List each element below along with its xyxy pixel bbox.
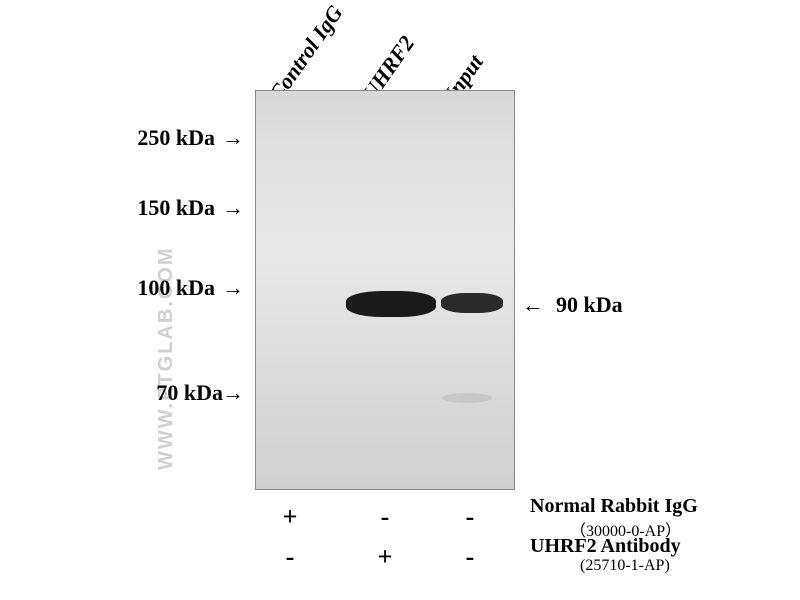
antibody-label-1-main: Normal Rabbit IgG [530,495,698,517]
treatment-r2-c1: - [275,542,305,572]
mw-label-70: 70 kDa [113,380,223,406]
mw-arrow-70: → [222,380,244,406]
antibody-sublabel-2: (25710-1-AP) [580,557,670,575]
antibody-label-2: UHRF2 Antibody [530,535,681,558]
treatment-r1-c2: - [370,502,400,532]
treatment-r2-c2: + [370,542,400,572]
treatment-r1-c2-text: - [381,502,390,531]
faint-spot [442,393,492,403]
figure-container: WWW.PTGLAB.COM Control IgG UHRF2 Input 2… [0,0,800,600]
band-input-lane [441,293,503,313]
mw-arrow-100: → [222,275,244,301]
mw-label-70-text: 70 kDa [156,380,223,405]
mw-label-100-text: 100 kDa [137,275,215,300]
treatment-r2-c1-text: - [286,542,295,571]
treatment-r2-c3: - [455,542,485,572]
treatment-r1-c1: + [275,502,305,532]
band-uhrf2-lane [346,291,436,317]
detected-band-arrow: ← [522,292,544,318]
mw-label-250-text: 250 kDa [137,125,215,150]
mw-label-150-text: 150 kDa [137,195,215,220]
treatment-r1-c3: - [455,502,485,532]
mw-label-250: 250 kDa [105,125,215,151]
antibody-label-2-main: UHRF2 Antibody [530,535,681,557]
treatment-r2-c2-text: + [378,542,393,571]
mw-arrow-250: → [222,125,244,151]
treatment-r2-c3-text: - [466,542,475,571]
mw-label-150: 150 kDa [105,195,215,221]
western-blot-image [255,90,515,490]
mw-label-100: 100 kDa [105,275,215,301]
antibody-sublabel-2-text: (25710-1-AP) [580,557,670,574]
detected-band-text: 90 kDa [556,292,623,317]
treatment-r1-c1-text: + [283,502,298,531]
treatment-r1-c3-text: - [466,502,475,531]
antibody-label-1: Normal Rabbit IgG [530,495,698,518]
detected-band-label: 90 kDa [556,292,623,318]
mw-arrow-150: → [222,195,244,221]
